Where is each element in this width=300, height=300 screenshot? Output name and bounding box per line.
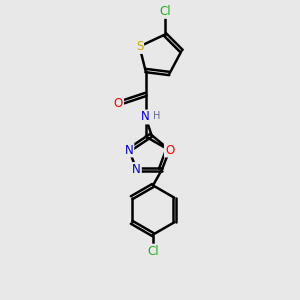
Text: S: S: [136, 40, 143, 53]
Text: O: O: [114, 97, 123, 110]
Text: N: N: [141, 110, 150, 124]
Text: Cl: Cl: [159, 5, 171, 18]
Text: O: O: [165, 143, 174, 157]
Text: N: N: [132, 163, 141, 176]
Text: N: N: [124, 143, 134, 157]
Text: H: H: [153, 110, 161, 121]
Text: Cl: Cl: [147, 244, 159, 258]
